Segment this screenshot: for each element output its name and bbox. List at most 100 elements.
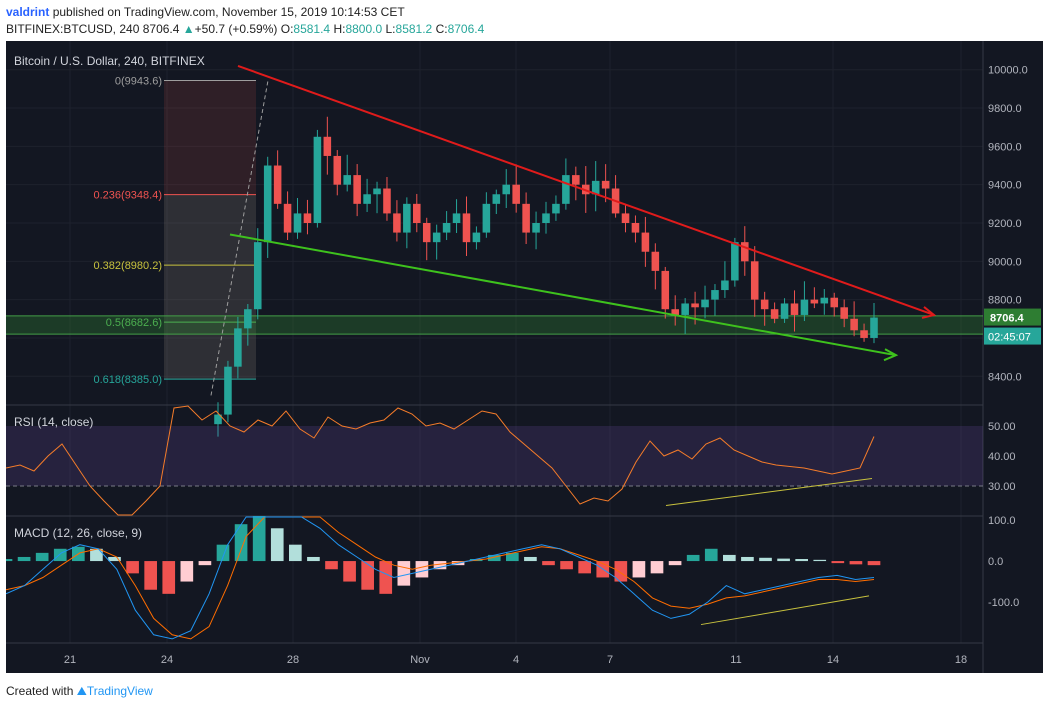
macd-histogram-bar	[17, 556, 31, 562]
macd-histogram-bar	[53, 548, 67, 562]
macd-histogram-bar	[741, 556, 754, 562]
time-tick-label: 21	[64, 654, 76, 666]
candle	[462, 213, 471, 243]
macd-histogram-bar	[180, 561, 194, 582]
macd-histogram-bar	[415, 561, 429, 578]
candle	[870, 317, 878, 338]
candle	[542, 213, 550, 223]
macd-histogram-bar	[144, 561, 157, 590]
macd-histogram-bar	[234, 524, 248, 562]
candle	[244, 309, 252, 329]
candle	[432, 232, 441, 243]
candle	[572, 175, 580, 185]
candle	[413, 203, 421, 223]
candle	[214, 414, 222, 425]
macd-histogram-bar	[542, 561, 555, 566]
macd-line	[6, 516, 875, 640]
rsi-tick-label: 30.00	[988, 481, 1016, 493]
candle	[393, 213, 401, 233]
candle	[621, 213, 630, 223]
price-tick-label: 9800.0	[988, 103, 1022, 115]
macd-histogram-bar	[506, 552, 519, 562]
candle	[373, 188, 381, 195]
candle	[353, 175, 361, 204]
candle	[681, 303, 689, 315]
macd-tick-label: 100.0	[988, 515, 1016, 527]
candle	[293, 213, 302, 233]
resistance-arrowhead	[921, 306, 937, 319]
last-price-tag	[984, 308, 1041, 326]
tradingview-logo-icon[interactable]: ⛰	[76, 684, 87, 698]
price-tick-label: 9400.0	[988, 180, 1022, 192]
fib-level-label: 0.382(8980.2)	[94, 260, 163, 272]
fib-level-label: 0.5(8682.6)	[106, 317, 162, 329]
up-arrow-icon: ▲	[182, 22, 195, 36]
price-chart-title: Bitcoin / U.S. Dollar, 240, BITFINEX	[14, 54, 205, 68]
tradingview-link[interactable]: TradingView	[86, 684, 153, 698]
candle	[363, 194, 371, 204]
price-pane: 0(9943.6) 0.236(9348.4) 0.382(8980.2) 0.5(8…	[6, 64, 983, 437]
time-tick-label: 14	[827, 654, 839, 666]
chart-area[interactable]: 0(9943.6) 0.236(9348.4) 0.382(8980.2) 0.5(8…	[6, 41, 1043, 673]
candle	[532, 223, 540, 233]
candle	[721, 280, 729, 291]
macd-histogram-bar	[361, 561, 374, 590]
candle	[651, 251, 660, 271]
candle	[263, 165, 272, 243]
rsi-title: RSI (14, close)	[14, 415, 93, 429]
macd-histogram-bar	[668, 561, 682, 566]
chart-background	[6, 41, 1043, 673]
ohlc-info: BITFINEX:BTCUSD, 240 8706.4 ▲+50.7 (+0.5…	[6, 22, 484, 36]
close-label: C:	[435, 22, 448, 36]
candle	[403, 203, 411, 233]
candle	[522, 203, 530, 233]
candle	[552, 203, 560, 214]
author-name[interactable]: valdrint	[6, 5, 50, 19]
candle	[820, 297, 829, 304]
candle	[333, 155, 342, 185]
candle	[601, 180, 610, 189]
candle	[253, 242, 262, 310]
macd-histogram-bar	[487, 554, 501, 562]
macd-histogram-bar	[162, 561, 176, 594]
candle	[273, 165, 282, 204]
macd-title: MACD (12, 26, close, 9)	[14, 526, 142, 540]
macd-histogram-bar	[849, 561, 863, 565]
countdown-tag	[984, 327, 1041, 345]
candle	[452, 213, 461, 223]
open-value: 8581.4	[293, 22, 331, 36]
candle	[313, 136, 322, 223]
macd-histogram-bar	[126, 561, 139, 574]
time-tick-label: 4	[513, 654, 519, 666]
macd-histogram-bar	[578, 561, 591, 574]
macd-histogram-bar	[813, 559, 827, 562]
macd-histogram-bar	[289, 544, 302, 562]
macd-histogram-bar	[632, 561, 646, 578]
candle	[562, 175, 570, 204]
macd-tick-label: -100.0	[988, 597, 1019, 609]
publish-text: published on TradingView.com, November 1…	[52, 5, 405, 19]
time-tick-label: 28	[287, 654, 299, 666]
publish-info: valdrint published on TradingView.com, N…	[6, 5, 405, 19]
macd-histogram-bar	[867, 561, 881, 566]
candle	[701, 299, 709, 308]
macd-histogram-bar	[252, 516, 266, 562]
macd-histogram-bar	[560, 561, 573, 570]
macd-histogram-bar	[397, 561, 411, 586]
fib-level-label: 0.236(9348.4)	[94, 190, 163, 202]
candle	[711, 290, 719, 300]
macd-histogram-bar	[704, 548, 718, 562]
macd-histogram-bar	[343, 561, 356, 582]
candle	[860, 330, 868, 338]
open-label: O:	[280, 22, 294, 36]
candle	[731, 242, 739, 281]
macd-histogram-bar	[90, 548, 103, 562]
candle	[234, 328, 242, 367]
candle	[750, 261, 759, 300]
price-tick-label: 8800.0	[988, 295, 1022, 307]
candle	[383, 188, 391, 214]
rsi-tick-label: 50.00	[988, 421, 1016, 433]
candle	[502, 184, 511, 195]
macd-histogram-bar	[270, 528, 284, 562]
last-price: 8706.4	[142, 22, 180, 36]
